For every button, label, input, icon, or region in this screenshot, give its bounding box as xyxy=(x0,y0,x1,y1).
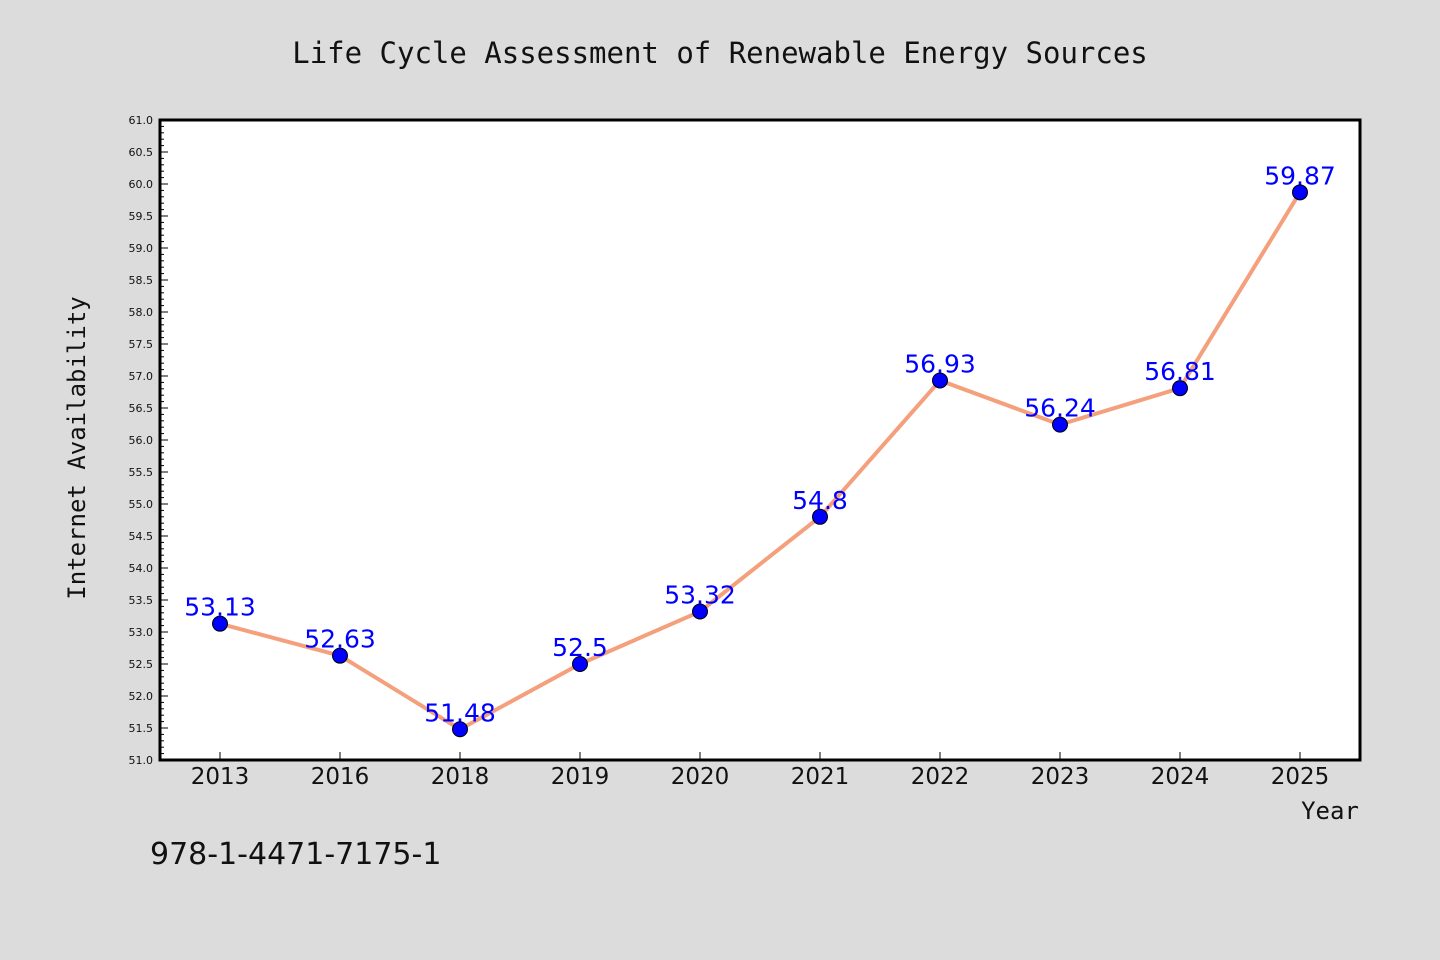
data-label: 53.32 xyxy=(664,581,736,610)
x-tick-label: 2023 xyxy=(1031,764,1090,790)
data-labels: 53.13 52.63 51.48 52.5 53.32 54.8 56.93 56.24 56… xyxy=(184,161,1336,727)
x-axis: 2013 2016 2018 2019 2020 2021 2022 2023 2024 2025 xyxy=(191,752,1330,790)
plot-area xyxy=(158,118,1362,762)
y-tick-label: 61.0 xyxy=(129,114,154,127)
y-tick-label: 52.0 xyxy=(129,690,154,703)
footnote: 978-1-4471-7175-1 xyxy=(150,837,441,872)
x-tick-label: 2020 xyxy=(671,764,730,790)
y-tick-label: 55.0 xyxy=(129,498,154,511)
y-tick-label: 51.5 xyxy=(129,722,154,735)
data-label: 56.24 xyxy=(1024,394,1096,423)
series-line xyxy=(218,190,1302,732)
chart-title: Life Cycle Assessment of Renewable Energ… xyxy=(292,36,1148,70)
data-label: 51.48 xyxy=(424,698,496,727)
y-tick-label: 53.0 xyxy=(129,626,154,639)
y-tick-label: 55.5 xyxy=(129,466,154,479)
data-point xyxy=(812,508,828,525)
data-point xyxy=(572,656,588,672)
y-tick-label: 59.0 xyxy=(129,242,154,255)
data-label: 54.8 xyxy=(792,486,848,515)
y-tick-label: 54.0 xyxy=(129,562,154,575)
y-tick-label: 56.5 xyxy=(129,402,154,415)
x-tick-label: 2024 xyxy=(1151,764,1210,790)
y-tick-label: 57.5 xyxy=(129,338,154,351)
y-tick-label: 60.0 xyxy=(129,178,154,191)
data-point xyxy=(212,615,228,632)
y-tick-label: 58.5 xyxy=(129,274,154,287)
data-point xyxy=(692,603,708,620)
y-tick-label: 51.0 xyxy=(129,754,154,767)
data-point xyxy=(1052,416,1068,433)
y-tick-label: 54.5 xyxy=(129,530,154,543)
x-tick-label: 2025 xyxy=(1271,764,1330,790)
x-tick-label: 2018 xyxy=(431,764,490,790)
data-label: 59.87 xyxy=(1264,161,1336,190)
y-tick-label: 53.5 xyxy=(129,594,154,607)
y-tick-label: 59.5 xyxy=(129,210,154,223)
data-label: 56.93 xyxy=(904,349,976,378)
y-tick-label: 58.0 xyxy=(129,306,154,319)
x-tick-label: 2013 xyxy=(191,764,250,790)
x-tick-label: 2019 xyxy=(551,764,610,790)
data-point xyxy=(1292,184,1308,201)
y-axis-label: Internet Availability xyxy=(63,296,91,599)
series xyxy=(212,184,1308,738)
x-tick-label: 2021 xyxy=(791,764,850,790)
data-label: 53.13 xyxy=(184,593,256,622)
data-point xyxy=(1172,380,1188,397)
data-label: 52.5 xyxy=(552,633,608,662)
y-tick-label: 56.0 xyxy=(129,434,154,447)
x-tick-label: 2022 xyxy=(911,764,970,790)
data-label: 52.63 xyxy=(304,625,376,654)
y-tick-label: 52.5 xyxy=(129,658,154,671)
x-axis-label: Year xyxy=(1301,797,1359,825)
data-point xyxy=(932,372,948,389)
y-tick-label: 60.5 xyxy=(129,146,154,159)
data-label: 56.81 xyxy=(1144,357,1216,386)
y-tick-label: 57.0 xyxy=(129,370,154,383)
data-point xyxy=(332,647,348,664)
x-tick-label: 2016 xyxy=(311,764,370,790)
y-axis: 51.0 51.5 52.0 52.5 53.0 53.5 54.0 54.5 55.0 55.5… xyxy=(129,114,168,767)
data-point xyxy=(452,721,468,738)
